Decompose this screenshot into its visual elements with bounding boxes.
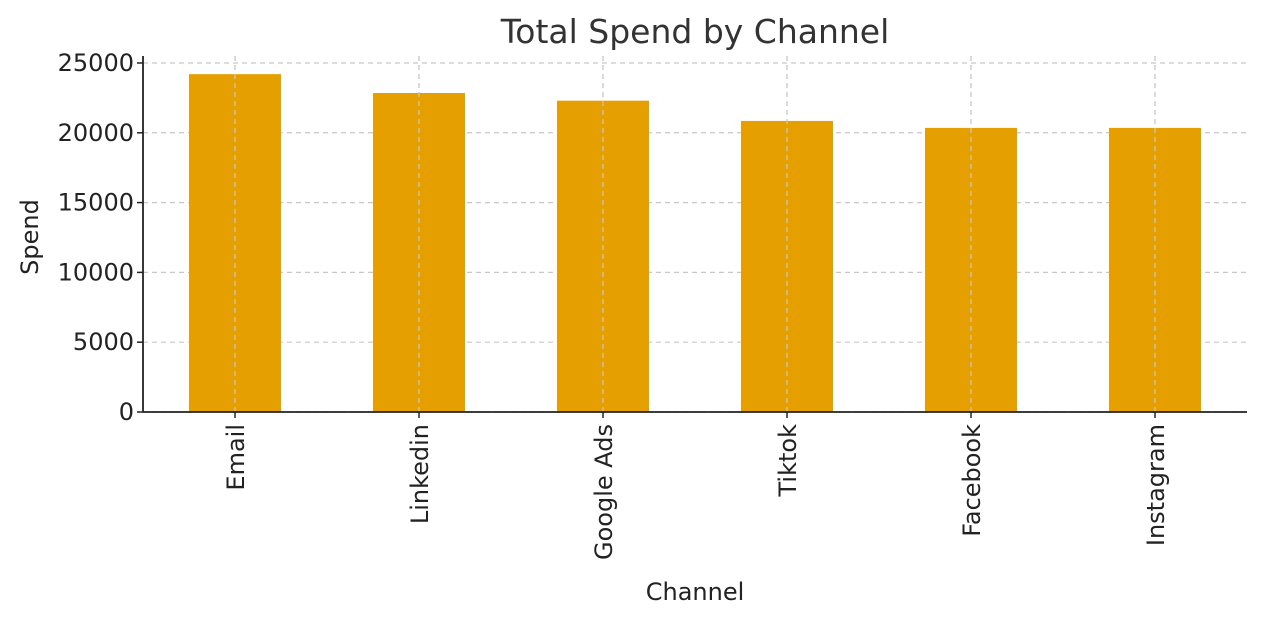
y-tick-label: 20000 (58, 119, 134, 147)
y-axis-ticks: 0 5000 10000 15000 20000 25000 (58, 49, 143, 426)
x-tick-label: Facebook (958, 424, 986, 537)
bar (189, 74, 281, 412)
y-tick-label: 0 (119, 398, 134, 426)
grid-lines (143, 56, 1247, 413)
x-tick-label: Tiktok (774, 424, 802, 498)
x-tick-label: Linkedin (406, 424, 434, 524)
y-tick-label: 5000 (73, 328, 134, 356)
x-tick-label: Instagram (1142, 424, 1170, 546)
bars (189, 56, 1201, 413)
bar (925, 127, 1017, 412)
x-axis-label: Channel (646, 578, 745, 606)
x-tick-label: Email (222, 424, 250, 491)
y-tick-label: 15000 (58, 189, 134, 217)
chart-title: Total Spend by Channel (500, 12, 890, 51)
x-tick-label: Google Ads (590, 424, 618, 560)
y-axis-label: Spend (16, 199, 44, 275)
bar (1109, 127, 1201, 412)
y-tick-label: 25000 (58, 49, 134, 77)
axes (142, 56, 1247, 413)
x-axis-ticks: Email Linkedin Google Ads Tiktok Facebook Ins… (222, 412, 1170, 560)
y-tick-label: 10000 (58, 258, 134, 286)
